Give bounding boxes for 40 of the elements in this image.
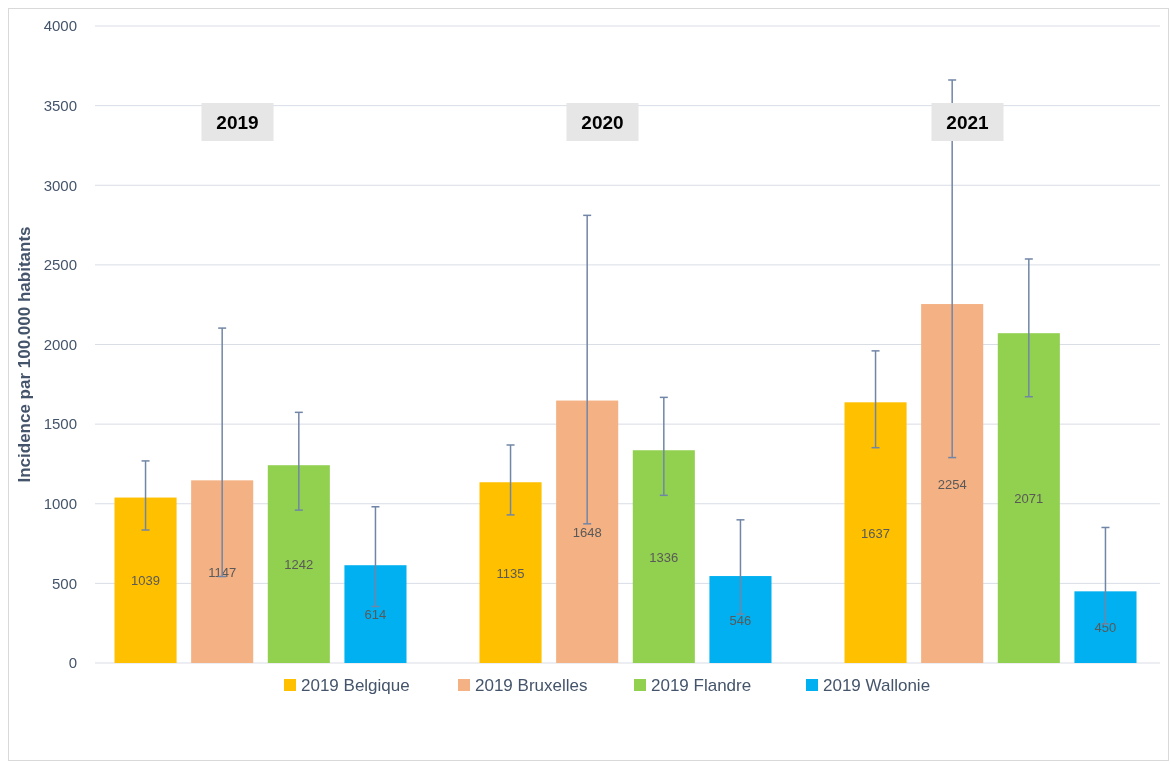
legend-label: 2019 Bruxelles: [475, 676, 588, 695]
data-label: 1336: [649, 549, 679, 565]
legend-label: 2019 Wallonie: [823, 676, 931, 695]
data-label: 614: [364, 607, 387, 623]
legend-label: 2019 Belgique: [301, 676, 410, 695]
bar: [556, 400, 619, 663]
bar: [1074, 591, 1137, 663]
data-label: 2071: [1014, 491, 1044, 507]
bar: [191, 480, 254, 663]
y-tick-label: 2000: [43, 335, 77, 353]
bar: [267, 465, 330, 663]
bar: [114, 497, 177, 663]
data-label: 1135: [496, 565, 525, 581]
data-label: 2254: [937, 476, 967, 492]
data-label: 1242: [284, 557, 314, 573]
y-tick-label: 3500: [43, 96, 77, 114]
data-label: 546: [729, 612, 752, 628]
x-tick-label: 2019: [216, 112, 259, 133]
y-tick-label: 500: [51, 574, 77, 592]
data-label: 450: [1094, 620, 1117, 636]
bar: [709, 576, 772, 663]
y-tick-label: 3000: [43, 176, 77, 194]
bar: [479, 482, 542, 663]
legend-label: 2019 Flandre: [651, 676, 752, 695]
bar: [344, 565, 407, 663]
x-tick-label: 2021: [946, 112, 990, 133]
y-tick-label: 1000: [43, 495, 77, 513]
y-tick-label: 2500: [43, 256, 77, 274]
x-tick-label: 2020: [581, 112, 624, 133]
y-axis-title: Incidence par 100.000 habitants: [15, 226, 34, 483]
bar: [844, 402, 907, 663]
bar: [997, 333, 1060, 663]
y-tick-label: 4000: [43, 17, 77, 35]
y-tick-label: 0: [68, 654, 77, 672]
bar: [632, 450, 695, 663]
y-tick-label: 1500: [43, 415, 77, 433]
data-label: 1039: [131, 573, 160, 589]
data-label: 1648: [572, 524, 602, 540]
data-label: 1637: [861, 525, 890, 541]
bar: [921, 304, 984, 663]
